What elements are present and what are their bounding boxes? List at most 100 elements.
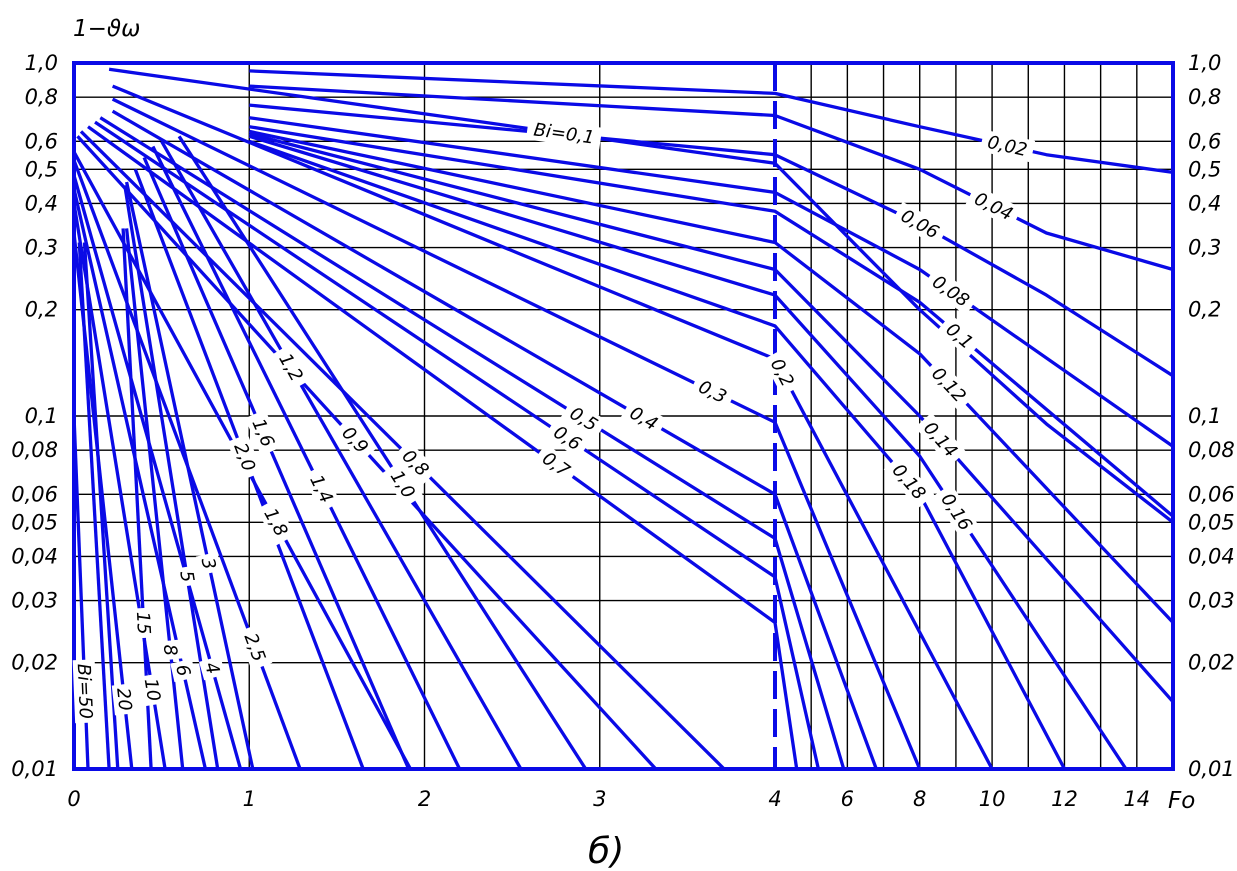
curve-label-background	[525, 117, 603, 150]
curve-label-group: 15	[131, 607, 156, 639]
curve-label-background	[170, 658, 196, 683]
curve-label-background	[158, 639, 183, 661]
y-tick-label-left: 0,8	[25, 85, 58, 109]
x-axis-title: Fo	[1168, 788, 1195, 814]
curve-label: 6	[171, 663, 194, 679]
curve-label-layer: 0,020,040,06Bi=0,10,080,10,120,140,160,1…	[72, 117, 1036, 724]
y-tick-label-left: 0,01	[11, 757, 58, 781]
y-tick-label-right: 0,01	[1188, 757, 1235, 781]
curve-label-group: Bi=0,1	[525, 117, 603, 150]
y-tick-label-right: 0,5	[1188, 157, 1221, 181]
plot-frame	[72, 61, 1175, 771]
curve-line	[248, 129, 1175, 624]
y-axis-title: 1−ϑω	[73, 16, 140, 42]
curve-label-background	[131, 607, 156, 639]
curve-label: Bi=0,1	[532, 119, 595, 148]
curve-label-group: 0,12	[923, 358, 975, 412]
y-tick-label-right: 0,04	[1188, 544, 1235, 568]
curve-label-background	[891, 201, 948, 247]
y-tick-label-left: 1,0	[25, 51, 58, 75]
curve-line	[249, 69, 1174, 175]
curve-line	[249, 116, 1174, 448]
y-tick-label-right: 1,0	[1188, 51, 1221, 75]
y-tick-label-right: 0,02	[1188, 651, 1235, 675]
y-tick-label-left: 0,1	[25, 404, 58, 428]
curve-label-background	[393, 440, 438, 486]
curve-label-group: 5	[174, 565, 200, 588]
curve-line	[248, 134, 1128, 770]
curve-label-background	[174, 565, 200, 588]
y-tick-label-right: 0,2	[1188, 298, 1221, 322]
curve-label-group: 1,4	[302, 465, 341, 513]
y-tick-label-right: 0,1	[1188, 404, 1221, 428]
figure-caption: б)	[588, 831, 624, 871]
curve-label-background	[979, 129, 1036, 163]
x-tick-label: 3	[593, 787, 606, 811]
x-tick-label: 8	[913, 787, 926, 811]
curve-label-group: 8	[158, 639, 183, 661]
curve-line	[142, 156, 411, 770]
curve-label-background	[620, 398, 668, 439]
curve-label-background	[244, 409, 282, 456]
tick-layer: 1,0 1,0 0,8 0,8 0,6 0,6 0,5 0,5 0,4 0,4 0,3 0,3 0,2 0…	[11, 51, 1235, 811]
curve-label: 4	[200, 660, 223, 677]
curve-label-background	[195, 552, 222, 576]
y-tick-label-right: 0,6	[1188, 129, 1221, 153]
curve-label-background	[256, 498, 296, 546]
curve-line	[77, 242, 111, 770]
y-tick-label-right: 0,08	[1188, 438, 1235, 462]
y-tick-label-right: 0,03	[1188, 589, 1235, 613]
curve-label-group: 0,08	[923, 267, 979, 316]
curve-label: 8	[159, 643, 181, 657]
y-tick-label-left: 0,4	[25, 191, 58, 215]
curve-line	[248, 139, 1066, 770]
y-tick-label-left: 0,3	[25, 236, 58, 260]
x-tick-label: 12	[1051, 787, 1078, 811]
curve-label-background	[965, 184, 1022, 228]
y-tick-label-left: 0,04	[11, 544, 58, 568]
curve-label: 10	[140, 677, 164, 703]
curve-label-background	[915, 412, 966, 467]
y-tick-label-left: 0,06	[11, 482, 58, 506]
curve-line	[177, 135, 588, 770]
curve-label-group: 20	[111, 683, 137, 716]
curve-label: 15	[132, 611, 154, 635]
curve-label-background	[933, 484, 980, 540]
curve-label-background	[923, 267, 979, 316]
curve-label-background	[923, 358, 975, 412]
curve-line	[124, 181, 255, 770]
curve-label-background	[333, 417, 378, 463]
curve-line	[124, 228, 185, 770]
y-tick-label-right: 0,3	[1188, 236, 1221, 260]
curve-label-group: Bi=50	[72, 659, 98, 724]
curve-line	[160, 140, 523, 770]
curve-label-background	[936, 314, 983, 358]
curve-label-background	[199, 655, 226, 681]
y-tick-label-right: 0,8	[1188, 85, 1221, 109]
curve-label-group: 0,02	[979, 129, 1036, 163]
curve-label: 20	[112, 687, 135, 712]
y-tick-label-right: 0,05	[1188, 510, 1235, 534]
curve-label-group: 3	[195, 552, 222, 576]
curve-label-group: 1,0	[382, 461, 424, 508]
curve-line	[249, 103, 1174, 378]
curve-label: Bi=50	[73, 663, 96, 719]
x-tick-label: 4	[768, 787, 781, 811]
curve-label-background	[139, 673, 166, 707]
y-tick-label-left: 0,05	[11, 510, 58, 534]
curve-label-background	[237, 624, 273, 671]
curve-line	[248, 132, 1175, 703]
y-tick-label-left: 0,5	[25, 157, 58, 181]
x-tick-label: 14	[1123, 787, 1150, 811]
x-tick-label: 0	[67, 787, 80, 811]
curve-label-background	[544, 417, 591, 459]
x-tick-label: 1	[243, 787, 256, 811]
y-tick-label-left: 0,08	[11, 438, 58, 462]
curve-label-background	[227, 434, 263, 481]
y-tick-label-right: 0,06	[1188, 482, 1235, 506]
x-tick-label: 10	[979, 787, 1006, 811]
frame-layer	[72, 61, 1175, 771]
curve-line	[151, 145, 462, 770]
y-tick-label-left: 0,6	[25, 129, 58, 153]
